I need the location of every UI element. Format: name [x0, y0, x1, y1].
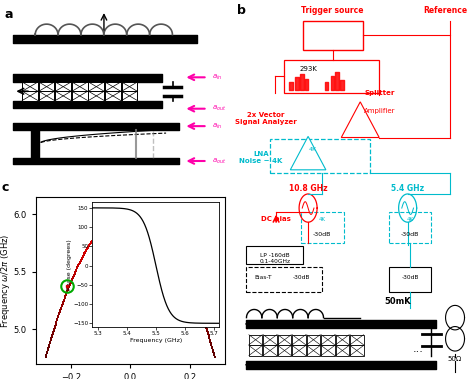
- Bar: [336, 335, 349, 345]
- Bar: [292, 335, 306, 345]
- Polygon shape: [290, 136, 326, 170]
- Bar: [264, 346, 277, 356]
- Bar: [350, 346, 364, 356]
- Text: c: c: [1, 181, 9, 194]
- Bar: [307, 335, 320, 345]
- Text: 50mK: 50mK: [384, 297, 410, 306]
- Text: $a_{in}$: $a_{in}$: [212, 73, 222, 82]
- Bar: [122, 82, 137, 91]
- Bar: [292, 346, 306, 356]
- FancyBboxPatch shape: [303, 20, 363, 50]
- Text: LP -160dB
0.1-40GHz: LP -160dB 0.1-40GHz: [259, 253, 291, 264]
- Text: DC bias: DC bias: [261, 216, 291, 222]
- Y-axis label: Frequency $\omega/2\pi$ (GHz): Frequency $\omega/2\pi$ (GHz): [0, 233, 12, 327]
- Text: b: b: [237, 4, 246, 17]
- Text: -30dB: -30dB: [313, 232, 331, 237]
- Bar: [72, 82, 88, 91]
- Bar: [55, 82, 71, 91]
- Text: LNA
Noise ~ 4K: LNA Noise ~ 4K: [239, 150, 283, 163]
- Text: Splitter: Splitter: [364, 90, 394, 96]
- Bar: [278, 346, 291, 356]
- Text: Reference: Reference: [423, 6, 468, 15]
- Text: -30dB: -30dB: [401, 232, 419, 237]
- Polygon shape: [341, 102, 379, 138]
- FancyBboxPatch shape: [284, 60, 379, 93]
- Text: 2x Vector
Signal Analyzer: 2x Vector Signal Analyzer: [235, 111, 296, 125]
- Text: $a_{out}$: $a_{out}$: [212, 104, 226, 113]
- Text: -30dB: -30dB: [292, 276, 310, 280]
- Bar: [307, 346, 320, 356]
- Text: 4K: 4K: [309, 147, 317, 152]
- Bar: [39, 82, 55, 91]
- Text: 5.4 GHz: 5.4 GHz: [391, 184, 424, 193]
- Bar: [22, 82, 38, 91]
- FancyBboxPatch shape: [246, 246, 303, 264]
- Text: Amplifier: Amplifier: [364, 108, 395, 114]
- Bar: [39, 91, 55, 100]
- Bar: [122, 91, 137, 100]
- Bar: [89, 91, 104, 100]
- Text: -30dB: -30dB: [401, 276, 419, 280]
- FancyBboxPatch shape: [301, 212, 344, 243]
- Text: Bias-T: Bias-T: [255, 276, 272, 280]
- Bar: [249, 335, 262, 345]
- Text: 10.8 GHz: 10.8 GHz: [289, 184, 328, 193]
- Bar: [350, 335, 364, 345]
- FancyBboxPatch shape: [389, 212, 431, 243]
- Bar: [336, 346, 349, 356]
- Text: a: a: [5, 8, 13, 20]
- Bar: [55, 91, 71, 100]
- FancyBboxPatch shape: [270, 139, 370, 173]
- Text: 50Ω: 50Ω: [448, 356, 462, 362]
- Bar: [264, 335, 277, 345]
- Bar: [249, 346, 262, 356]
- Text: 293K: 293K: [299, 66, 317, 72]
- Bar: [321, 346, 335, 356]
- Bar: [105, 91, 121, 100]
- Bar: [278, 335, 291, 345]
- Text: $a_{out}$: $a_{out}$: [212, 157, 226, 166]
- Bar: [105, 82, 121, 91]
- Bar: [72, 91, 88, 100]
- Text: Trigger source: Trigger source: [301, 6, 363, 15]
- Bar: [22, 91, 38, 100]
- FancyBboxPatch shape: [389, 268, 431, 292]
- Bar: [89, 82, 104, 91]
- Text: 4K: 4K: [407, 217, 413, 222]
- Bar: [321, 335, 335, 345]
- Text: 4K: 4K: [319, 217, 326, 222]
- Text: $a_{in}$: $a_{in}$: [212, 122, 222, 131]
- FancyBboxPatch shape: [246, 268, 322, 292]
- Text: ...: ...: [412, 344, 423, 354]
